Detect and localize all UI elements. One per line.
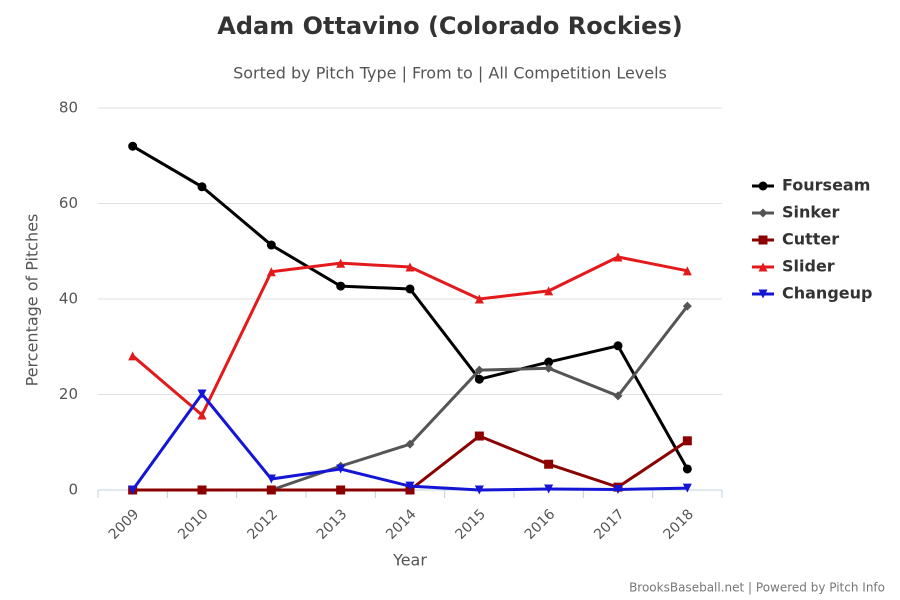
y-tick-label: 0 <box>68 481 78 499</box>
marker <box>474 365 484 375</box>
credit: BrooksBaseball.net | Powered by Pitch In… <box>629 581 885 595</box>
x-tick-label: 2010 <box>175 506 212 543</box>
marker <box>474 485 484 495</box>
legend-marker <box>758 262 768 272</box>
marker <box>128 351 138 361</box>
series-line <box>131 144 689 470</box>
marker <box>336 485 346 495</box>
legend-label: Slider <box>782 257 835 276</box>
x-tick-label: 2018 <box>660 506 697 543</box>
marker <box>128 141 138 151</box>
legend-marker <box>758 181 768 191</box>
x-axis-label: Year <box>392 551 427 570</box>
y-tick-label: 80 <box>59 99 78 117</box>
series-line <box>270 305 689 492</box>
marker <box>197 182 207 192</box>
x-tick-label: 2015 <box>452 506 489 543</box>
x-tick-label: 2009 <box>106 506 143 543</box>
marker <box>197 410 207 420</box>
marker <box>474 294 484 304</box>
legend-label: Fourseam <box>782 176 870 195</box>
x-tick-label: 2014 <box>383 506 420 543</box>
y-axis-label: Percentage of Pitches <box>23 214 42 387</box>
marker <box>128 485 138 495</box>
marker <box>474 431 484 441</box>
marker <box>405 439 415 449</box>
marker <box>613 341 623 351</box>
marker <box>682 436 692 446</box>
y-tick-label: 20 <box>59 385 78 403</box>
legend-marker <box>758 208 768 218</box>
marker <box>544 459 554 469</box>
x-tick-label: 2017 <box>591 506 628 543</box>
marker <box>405 284 415 294</box>
marker <box>544 484 554 494</box>
marker <box>682 483 692 493</box>
marker <box>613 252 623 262</box>
marker <box>405 262 415 272</box>
x-tick-label: 2012 <box>244 506 281 543</box>
marker <box>544 363 554 373</box>
marker <box>544 357 554 367</box>
legend-label: Cutter <box>782 230 839 249</box>
y-tick-label: 60 <box>59 194 78 212</box>
chart-subtitle: Sorted by Pitch Type | From to | All Com… <box>233 64 667 83</box>
marker <box>336 464 346 474</box>
marker <box>613 391 623 401</box>
marker <box>405 481 415 491</box>
marker <box>266 485 276 495</box>
marker <box>682 301 692 311</box>
legend-marker <box>758 235 768 245</box>
marker <box>474 374 484 384</box>
x-tick-label: 2016 <box>522 506 559 543</box>
y-tick-label: 40 <box>59 290 78 308</box>
marker <box>266 240 276 250</box>
marker <box>613 485 623 495</box>
legend-label: Sinker <box>782 203 839 222</box>
marker <box>336 281 346 291</box>
x-tick-label: 2013 <box>314 506 351 543</box>
marker <box>197 485 207 495</box>
marker <box>266 267 276 277</box>
chart-title: Adam Ottavino (Colorado Rockies) <box>217 12 682 40</box>
marker <box>266 474 276 484</box>
marker <box>336 258 346 268</box>
legend-marker <box>758 289 768 299</box>
marker <box>682 266 692 276</box>
marker <box>682 464 692 474</box>
marker <box>544 286 554 296</box>
legend-label: Changeup <box>782 284 872 303</box>
marker <box>197 389 207 399</box>
